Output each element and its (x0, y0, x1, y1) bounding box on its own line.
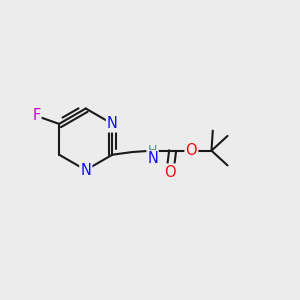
Text: F: F (32, 108, 41, 123)
Text: N: N (147, 151, 158, 166)
Text: N: N (107, 116, 118, 131)
Text: N: N (80, 163, 91, 178)
Text: H: H (148, 144, 157, 157)
Text: O: O (186, 143, 197, 158)
Text: O: O (164, 165, 176, 180)
